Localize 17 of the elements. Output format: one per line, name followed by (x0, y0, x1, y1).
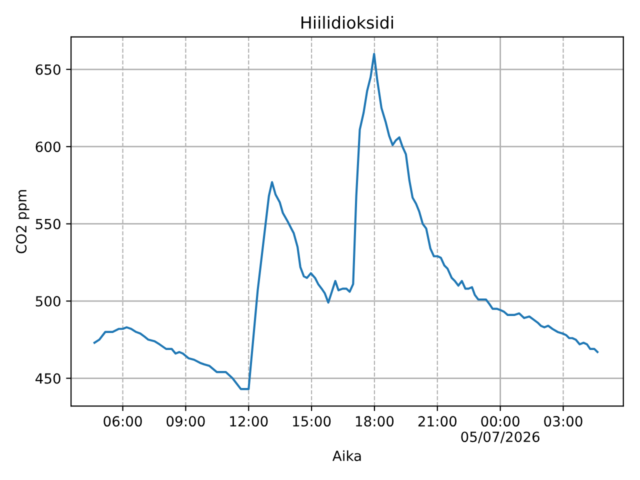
chart-title: Hiilidioksidi (302, 16, 393, 29)
x-tick-label: 15:00 (293, 416, 331, 427)
x-tick-label: 21:00 (418, 416, 456, 427)
x-tick-label: 06:00 (104, 416, 142, 427)
x-tick-label: 03:00 (544, 416, 582, 427)
x-tick-label: 09:00 (166, 416, 205, 427)
x-tick-label: 18:00 (356, 416, 394, 427)
y-axis-title: CO2 ppm (16, 190, 30, 254)
x-tick-label: 12:00 (230, 416, 268, 427)
y-tick-label: 500 (36, 296, 60, 307)
x-tick-label: 00:00 05/07/2026 (461, 416, 540, 444)
line-series (93, 52, 599, 390)
y-tick-label: 600 (36, 142, 60, 152)
y-tick-label: 450 (35, 373, 60, 384)
y-tick-label: 650 (36, 64, 60, 75)
x-axis-title: Aika (332, 450, 361, 462)
y-tick-label: 550 (36, 218, 60, 230)
